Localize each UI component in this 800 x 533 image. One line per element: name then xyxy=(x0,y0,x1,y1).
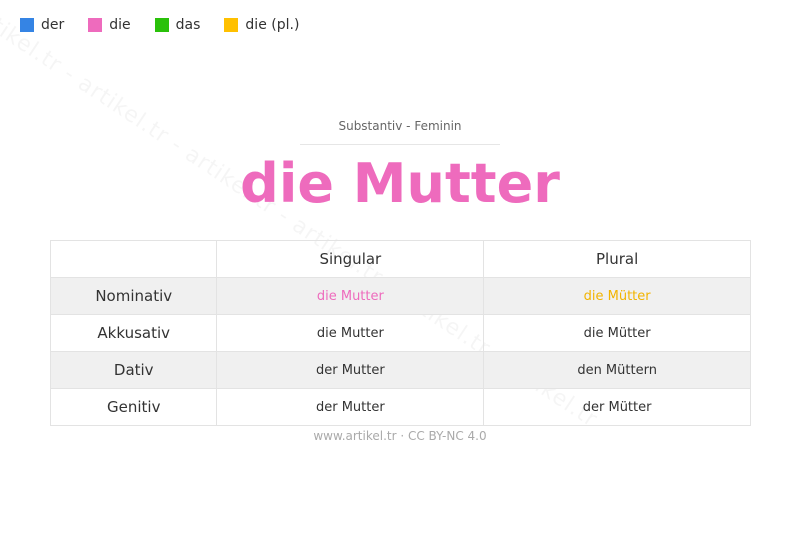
legend-label: die xyxy=(109,17,131,33)
legend-label: die (pl.) xyxy=(245,17,300,33)
plural-cell: die Mütter xyxy=(483,277,751,315)
divider xyxy=(300,144,500,145)
die-color-swatch xyxy=(88,18,103,32)
declension-table: Singular Plural Nominativ die Mutter die… xyxy=(49,240,751,426)
plural-cell: der Mütter xyxy=(483,388,751,426)
legend-item-das: das xyxy=(154,17,201,33)
footer-credit: www.artikel.tr · CC BY-NC 4.0 xyxy=(313,429,487,443)
table-row-genitiv: Genitiv der Mutter der Mütter xyxy=(49,388,751,426)
table-row-nominativ: Nominativ die Mutter die Mütter xyxy=(49,277,751,315)
column-header-singular: Singular xyxy=(216,240,485,278)
das-color-swatch xyxy=(154,18,169,32)
gender-legend: der die das die (pl.) xyxy=(20,17,299,33)
case-label: Nominativ xyxy=(49,277,218,315)
case-label: Akkusativ xyxy=(49,314,218,352)
column-header-plural: Plural xyxy=(483,240,751,278)
legend-item-der: der xyxy=(20,17,64,33)
page-title: die Mutter xyxy=(240,152,560,215)
legend-item-die-plural: die (pl.) xyxy=(224,17,299,33)
singular-cell: der Mutter xyxy=(216,351,485,389)
singular-cell: der Mutter xyxy=(216,388,485,426)
table-row-dativ: Dativ der Mutter den Müttern xyxy=(49,351,751,389)
plural-cell: den Müttern xyxy=(483,351,751,389)
legend-label: der xyxy=(41,17,65,33)
plural-cell: die Mütter xyxy=(483,314,751,352)
table-header-row: Singular Plural xyxy=(49,240,751,278)
column-header-empty xyxy=(49,240,218,278)
legend-label: das xyxy=(175,17,201,33)
word-type-subtitle: Substantiv - Feminin xyxy=(338,119,462,133)
case-label: Genitiv xyxy=(49,388,218,426)
table-row-akkusativ: Akkusativ die Mutter die Mütter xyxy=(49,314,751,352)
singular-cell: die Mutter xyxy=(216,314,485,352)
der-color-swatch xyxy=(20,18,34,32)
die-plural-color-swatch xyxy=(224,18,239,32)
singular-cell: die Mutter xyxy=(216,277,485,315)
legend-item-die: die xyxy=(88,17,131,33)
case-label: Dativ xyxy=(49,351,218,389)
